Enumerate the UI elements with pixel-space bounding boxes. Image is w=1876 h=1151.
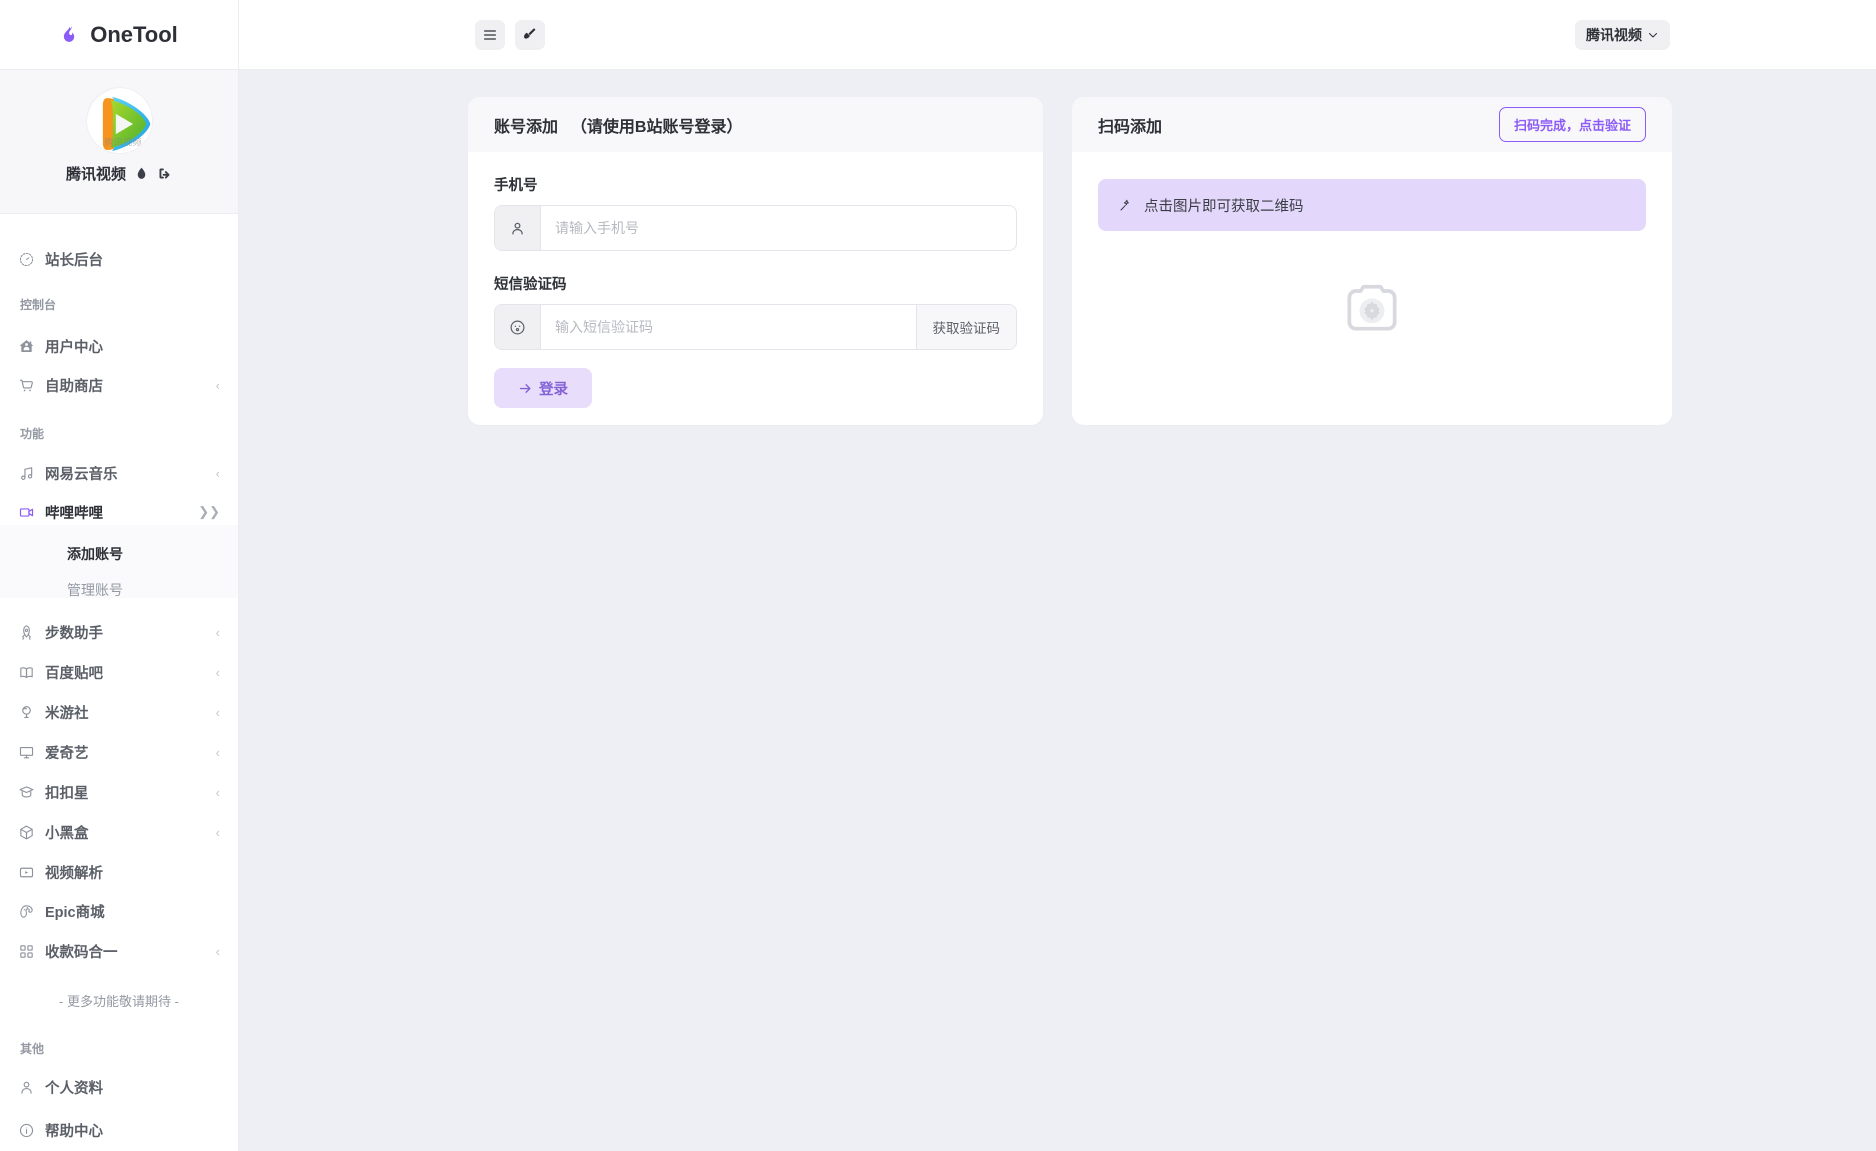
svg-text:腾讯视频: 腾讯视频: [104, 137, 142, 148]
